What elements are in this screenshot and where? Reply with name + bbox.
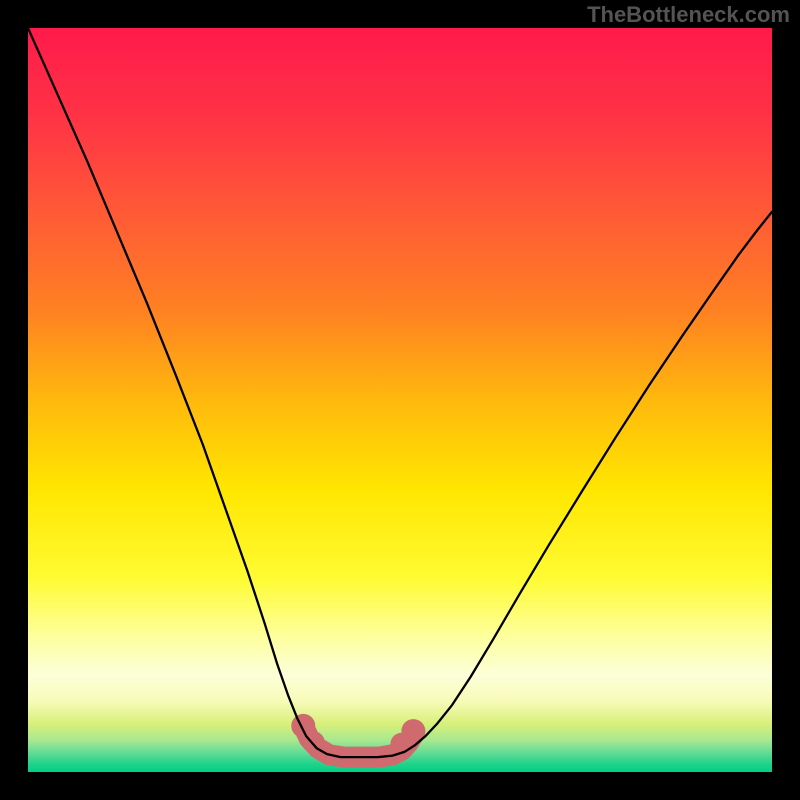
watermark-text: TheBottleneck.com (587, 2, 790, 28)
chart-svg (0, 0, 800, 800)
gradient-background (28, 28, 772, 772)
bottleneck-chart-image: TheBottleneck.com (0, 0, 800, 800)
